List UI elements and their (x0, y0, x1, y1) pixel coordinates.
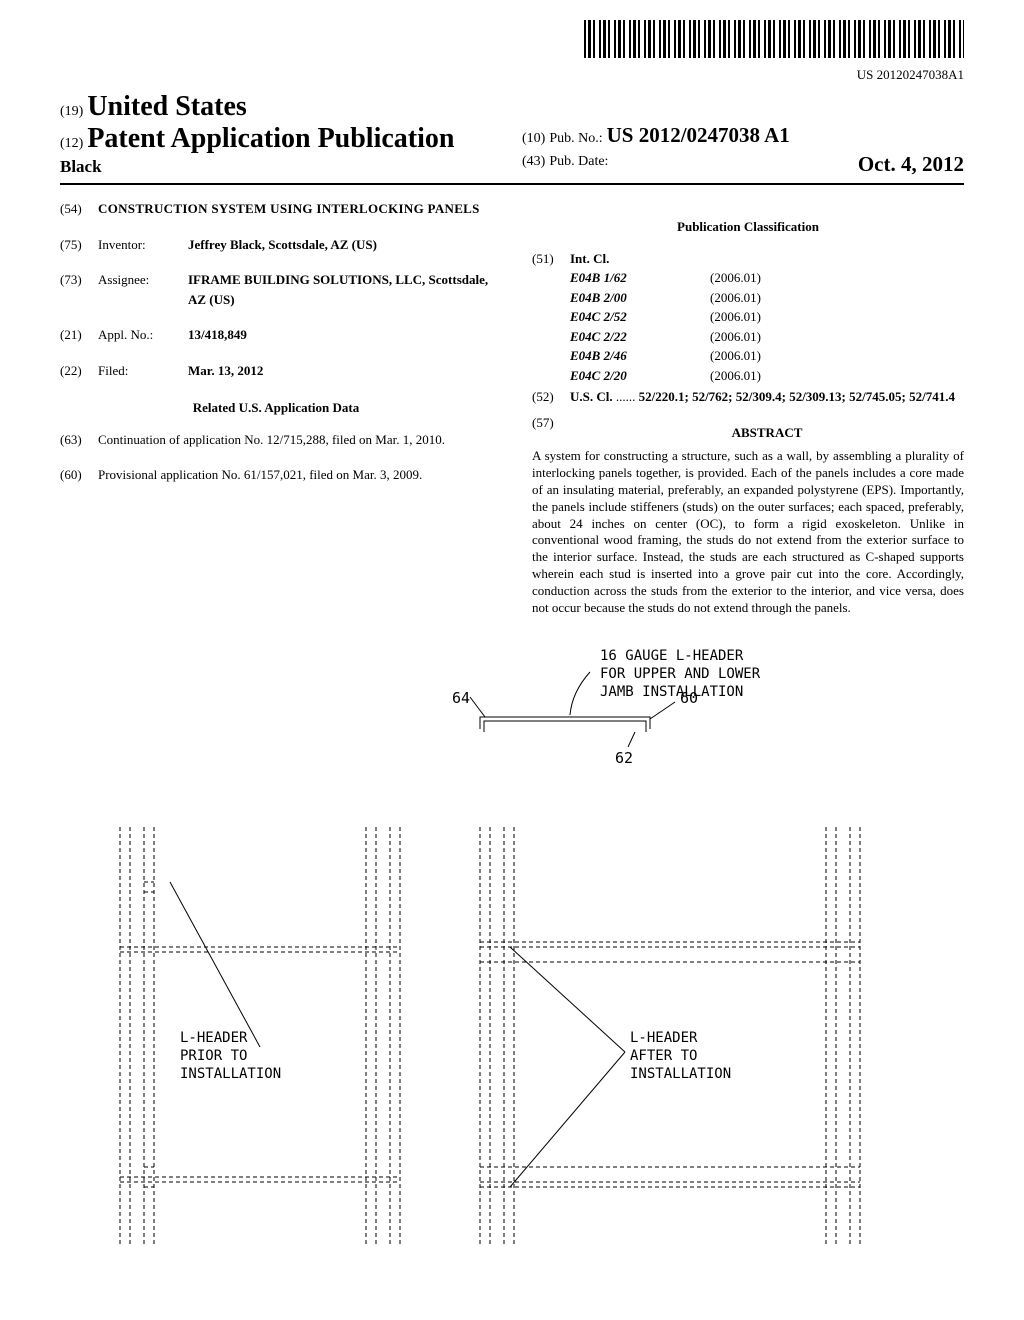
invention-title: CONSTRUCTION SYSTEM USING INTERLOCKING P… (98, 199, 480, 219)
code-52: (52) (532, 387, 570, 407)
ref-64: 64 (452, 689, 470, 707)
intcl-item: E04C 2/22(2006.01) (570, 327, 964, 347)
barcode (584, 20, 964, 58)
ref-62: 62 (615, 749, 633, 767)
intcl-item: E04B 1/62(2006.01) (570, 268, 964, 288)
intcl-date: (2006.01) (710, 366, 964, 386)
applno-label: Appl. No.: (98, 325, 188, 345)
code-54: (54) (60, 199, 98, 219)
uscl-dots: ...... (616, 389, 639, 404)
code-57: (57) (532, 413, 570, 449)
barcode-number: US 20120247038A1 (60, 67, 964, 83)
applicant-name: Black (60, 157, 502, 177)
related-heading: Related U.S. Application Data (60, 398, 492, 418)
uscl-value: 52/220.1; 52/762; 52/309.4; 52/309.13; 5… (639, 389, 955, 404)
figure-svg (60, 657, 960, 1257)
uscl-label: U.S. Cl. (570, 389, 613, 404)
code-51: (51) (532, 249, 570, 386)
filed-row: (22) Filed: Mar. 13, 2012 (60, 361, 492, 381)
abstract-text: A system for constructing a structure, s… (532, 448, 964, 617)
assignee-label: Assignee: (98, 270, 188, 309)
code-19: (19) (60, 104, 83, 119)
intcl-date: (2006.01) (710, 346, 964, 366)
intcl-row: (51) Int. Cl. E04B 1/62(2006.01)E04B 2/0… (532, 249, 964, 386)
left-header: (19) United States (12) Patent Applicati… (60, 91, 502, 177)
code-21: (21) (60, 325, 98, 345)
pub-no-label: Pub. No.: (549, 131, 602, 146)
left-column: (54) CONSTRUCTION SYSTEM USING INTERLOCK… (60, 199, 492, 617)
barcode-area (60, 20, 964, 63)
intcl-class: E04C 2/52 (570, 307, 710, 327)
right-header: (10) Pub. No.: US 2012/0247038 A1 (43) P… (502, 123, 964, 177)
intcl-class: E04B 1/62 (570, 268, 710, 288)
code-75: (75) (60, 235, 98, 255)
code-10: (10) (522, 131, 545, 146)
pub-date-label: Pub. Date: (549, 154, 608, 169)
inventor-row: (75) Inventor: Jeffrey Black, Scottsdale… (60, 235, 492, 255)
intcl-class: E04C 2/20 (570, 366, 710, 386)
abstract-row: (57) ABSTRACT (532, 413, 964, 449)
inventor-value: Jeffrey Black, Scottsdale, AZ (US) (188, 235, 492, 255)
code-22: (22) (60, 361, 98, 381)
applno-row: (21) Appl. No.: 13/418,849 (60, 325, 492, 345)
filed-label: Filed: (98, 361, 188, 381)
right-column: Publication Classification (51) Int. Cl.… (532, 199, 964, 617)
intcl-item: E04B 2/46(2006.01) (570, 346, 964, 366)
intcl-date: (2006.01) (710, 268, 964, 288)
intcl-date: (2006.01) (710, 307, 964, 327)
header-row: (19) United States (12) Patent Applicati… (60, 91, 964, 185)
intcl-label: Int. Cl. (570, 249, 964, 269)
provisional-text: Provisional application No. 61/157,021, … (98, 465, 422, 485)
ref-60: 60 (680, 689, 698, 707)
uscl-row: (52) U.S. Cl. ...... 52/220.1; 52/762; 5… (532, 387, 964, 407)
intcl-date: (2006.01) (710, 327, 964, 347)
abstract-heading: ABSTRACT (570, 423, 964, 443)
intcl-date: (2006.01) (710, 288, 964, 308)
code-43: (43) (522, 154, 545, 169)
label-right: L-HEADER AFTER TO INSTALLATION (630, 1029, 731, 1084)
continuation-row: (63) Continuation of application No. 12/… (60, 430, 492, 450)
intcl-class: E04C 2/22 (570, 327, 710, 347)
figure-area: 16 GAUGE L-HEADER FOR UPPER AND LOWER JA… (60, 657, 964, 1257)
code-12: (12) (60, 136, 83, 151)
intcl-class: E04B 2/46 (570, 346, 710, 366)
assignee-row: (73) Assignee: IFRAME BUILDING SOLUTIONS… (60, 270, 492, 309)
applno-value: 13/418,849 (188, 325, 492, 345)
continuation-text: Continuation of application No. 12/715,2… (98, 430, 445, 450)
code-63: (63) (60, 430, 98, 450)
intcl-item: E04C 2/20(2006.01) (570, 366, 964, 386)
main-columns: (54) CONSTRUCTION SYSTEM USING INTERLOCK… (60, 199, 964, 617)
code-60: (60) (60, 465, 98, 485)
pub-no-value: US 2012/0247038 A1 (607, 123, 790, 147)
code-73: (73) (60, 270, 98, 309)
inventor-label: Inventor: (98, 235, 188, 255)
classification-heading: Publication Classification (532, 217, 964, 237)
pub-date-value: Oct. 4, 2012 (858, 152, 964, 177)
intcl-list: E04B 1/62(2006.01)E04B 2/00(2006.01)E04C… (570, 268, 964, 385)
assignee-value: IFRAME BUILDING SOLUTIONS, LLC, Scottsda… (188, 270, 492, 309)
country-name: United States (87, 91, 246, 122)
label-left: L-HEADER PRIOR TO INSTALLATION (180, 1029, 281, 1084)
title-row: (54) CONSTRUCTION SYSTEM USING INTERLOCK… (60, 199, 492, 219)
intcl-item: E04B 2/00(2006.01) (570, 288, 964, 308)
filed-value: Mar. 13, 2012 (188, 361, 492, 381)
publication-type: Patent Application Publication (87, 123, 454, 154)
intcl-item: E04C 2/52(2006.01) (570, 307, 964, 327)
provisional-row: (60) Provisional application No. 61/157,… (60, 465, 492, 485)
intcl-class: E04B 2/00 (570, 288, 710, 308)
